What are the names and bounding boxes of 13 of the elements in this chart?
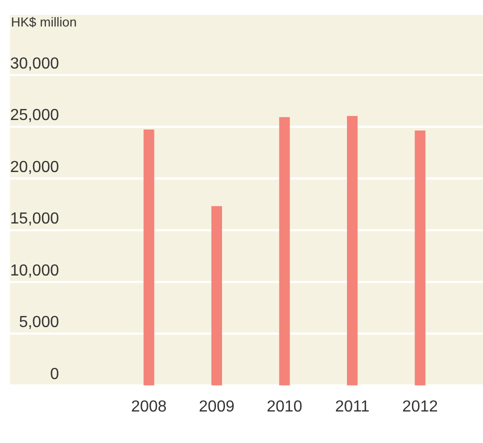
y-tick-label: 20,000	[10, 158, 60, 176]
y-tick-label: 10,000	[10, 262, 60, 280]
x-tick-label: 2008	[131, 398, 167, 416]
x-tick-label: 2011	[335, 398, 370, 416]
x-tick-label: 2009	[198, 398, 235, 416]
y-tick-label: 15,000	[10, 210, 60, 228]
y-tick-label: 30,000	[10, 55, 60, 72]
y-axis-title: HK$ million	[11, 14, 77, 30]
y-tick-label: 25,000	[10, 107, 60, 124]
x-tick-label: 2010	[266, 398, 302, 416]
x-tick-label: 2012	[402, 398, 438, 416]
y-tick-label: 5,000	[18, 314, 60, 332]
y-tick-label: 0	[50, 366, 60, 383]
